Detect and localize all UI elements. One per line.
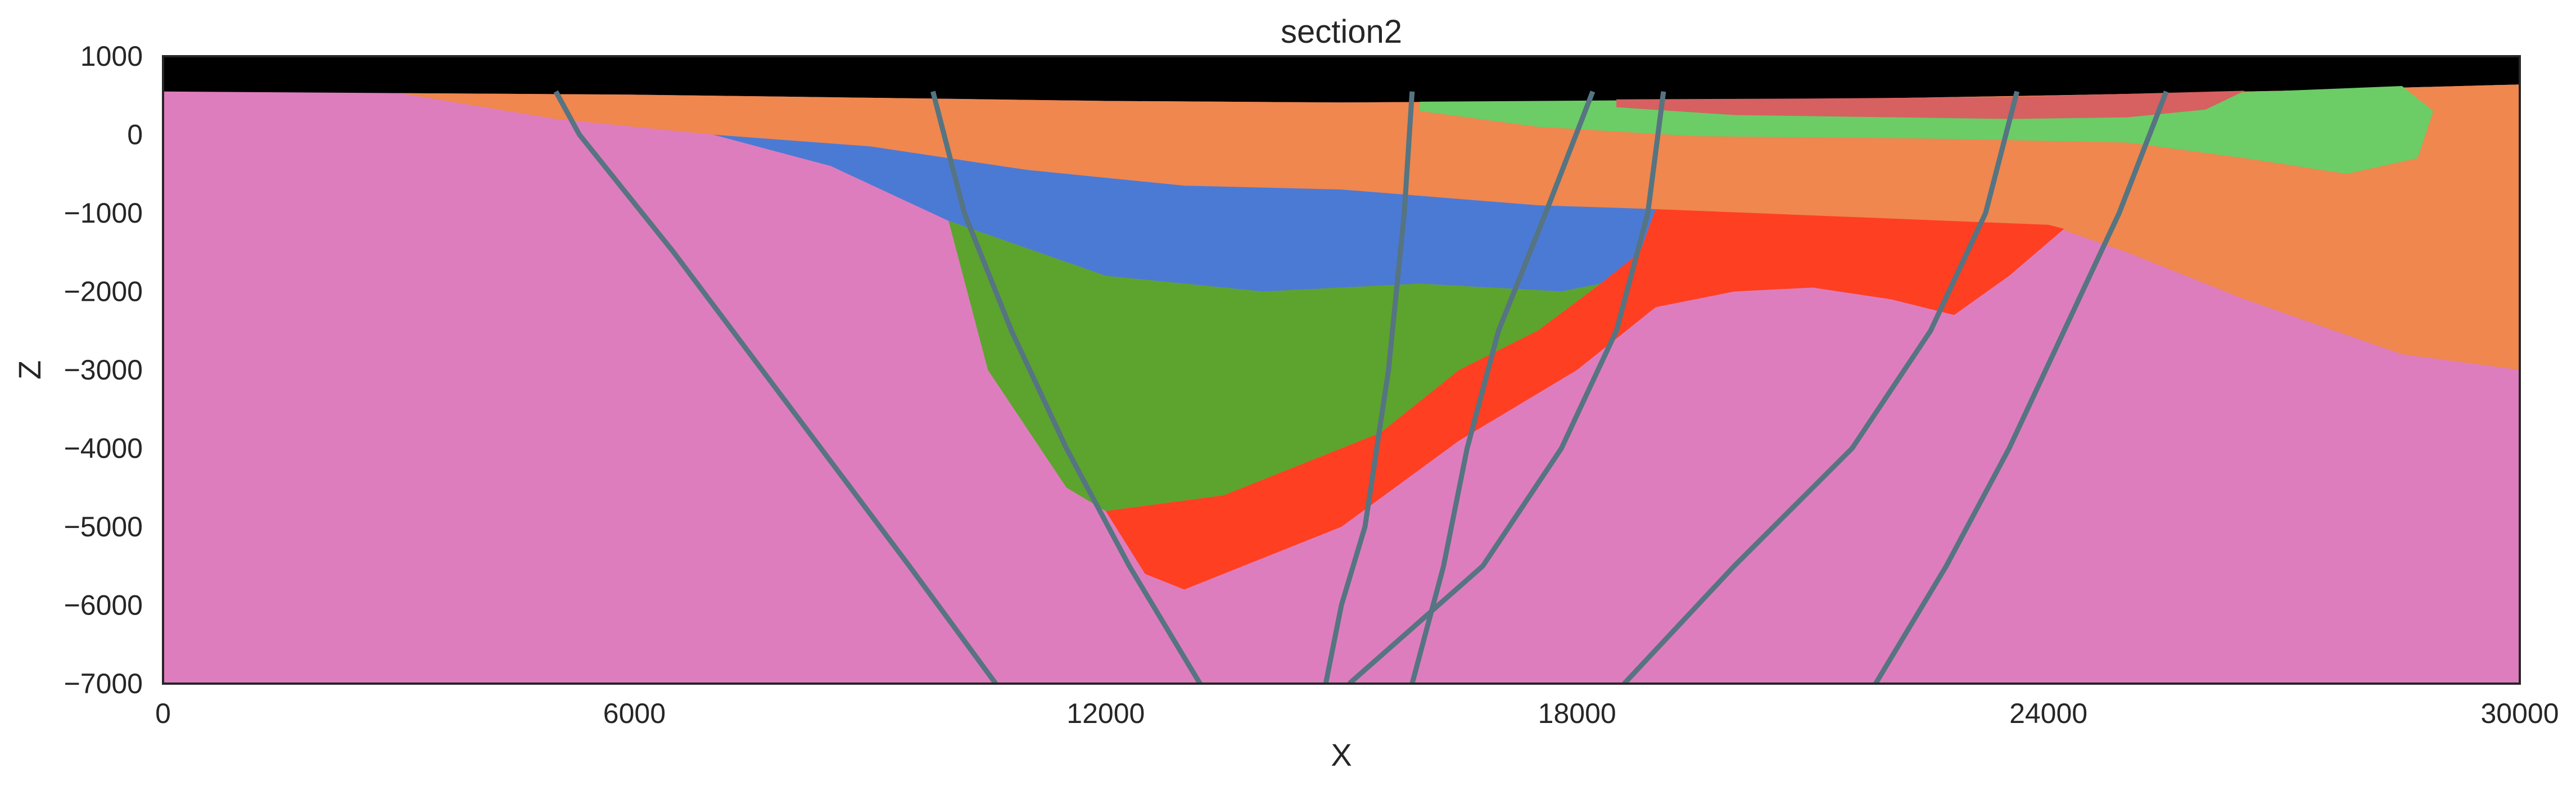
y-tick-label: −4000	[64, 433, 143, 464]
x-axis-label: X	[1331, 737, 1352, 772]
plot-area	[163, 56, 2520, 684]
fault-line-6	[1622, 91, 2020, 684]
y-axis-label: Z	[12, 360, 47, 379]
fault-line-5	[1348, 91, 1666, 684]
x-ticks: 0 6000 12000 18000 24000 30000	[155, 698, 2559, 729]
y-ticks: 1000 0 −1000 −2000 −3000 −4000 −5000 −6000 −7000	[64, 40, 143, 699]
plot-frame	[162, 55, 2521, 685]
x-tick-label: 24000	[2009, 698, 2087, 729]
faults-layer	[553, 90, 2169, 684]
unit-orange	[399, 84, 2520, 370]
unit-red-light	[1616, 91, 2245, 119]
unit-blue	[713, 134, 1656, 292]
x-tick-label: 6000	[603, 698, 666, 729]
y-tick-label: −1000	[64, 197, 143, 229]
y-tick-label: 1000	[80, 40, 143, 72]
units-layer	[163, 56, 2520, 590]
y-tick-label: −6000	[64, 590, 143, 621]
fault-line-3	[1323, 91, 1415, 684]
fault-line-4	[1409, 91, 1596, 684]
chart-title: section2	[1281, 13, 1402, 50]
unit-green-dark	[948, 220, 1601, 512]
fault-line-2	[930, 91, 1203, 684]
x-tick-label: 30000	[2480, 698, 2559, 729]
fault-line-7	[1873, 91, 2169, 684]
y-tick-label: −7000	[64, 668, 143, 699]
y-tick-label: −2000	[64, 276, 143, 308]
y-tick-label: 0	[127, 119, 143, 151]
y-tick-label: −3000	[64, 354, 143, 386]
y-tick-label: −5000	[64, 511, 143, 543]
x-tick-label: 0	[155, 698, 171, 729]
x-tick-label: 12000	[1066, 698, 1145, 729]
fault-line-1	[553, 90, 998, 684]
x-tick-label: 18000	[1538, 698, 1616, 729]
unit-air	[163, 56, 2520, 103]
unit-red	[1105, 209, 2064, 590]
